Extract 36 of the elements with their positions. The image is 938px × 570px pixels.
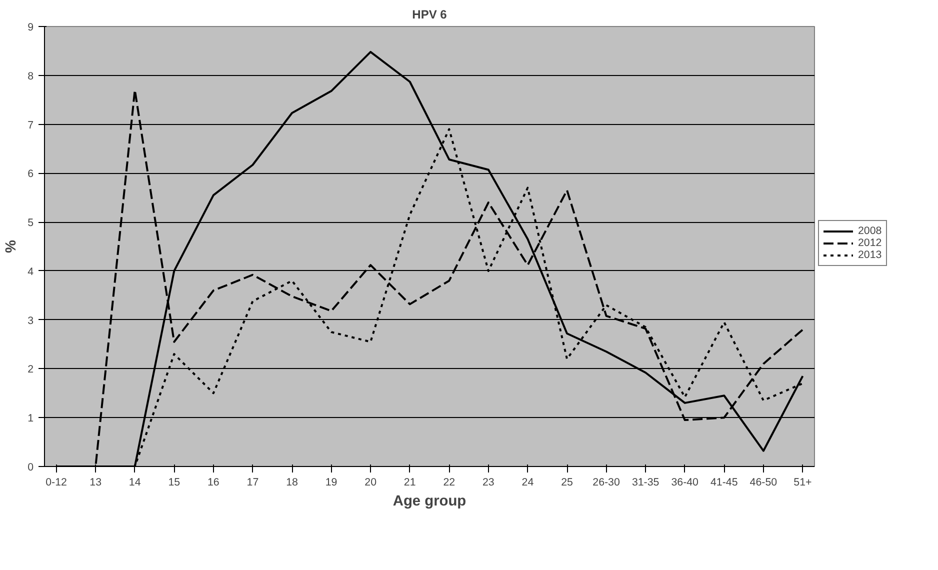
x-tick-label: 15 [168,476,180,488]
x-tick-label: 31-35 [632,476,660,488]
y-tick-label: 2 [28,364,34,376]
y-tick-label: 6 [28,168,34,180]
chart-title: HPV 6 [412,8,448,22]
x-tick-label: 0-12 [46,476,68,488]
x-tick-label: 36-40 [671,476,699,488]
x-tick-label: 24 [522,476,534,488]
x-tick-label: 46-50 [750,476,778,488]
x-tick-label: 17 [246,476,259,488]
x-tick-label: 16 [208,476,220,488]
y-tick-label: 1 [28,412,34,425]
x-tick-label: 25 [561,476,573,488]
x-tick-label: 21 [404,476,416,488]
x-tick-label: 14 [128,476,141,488]
x-tick-label: 19 [325,476,338,488]
x-tick-label: 26-30 [592,476,620,488]
y-axis-title: % [4,240,20,254]
y-tick-label: 9 [28,22,34,34]
legend-label: 2012 [858,237,882,249]
legend-label: 2008 [858,225,882,237]
x-tick-label: 41-45 [710,476,738,488]
x-tick-label: 23 [482,476,494,488]
y-tick-label: 0 [28,462,34,474]
y-tick-label: 3 [28,314,34,327]
y-tick-label: 5 [28,217,34,230]
legend-label: 2013 [858,249,882,261]
x-tick-label: 51+ [794,476,812,488]
x-tick-label: 13 [90,476,102,488]
y-tick-label: 4 [28,266,34,278]
x-axis-title: Age group [392,494,466,510]
y-tick-label: 8 [28,70,34,82]
x-tick-label: 18 [286,476,298,488]
x-tick-label: 22 [443,476,456,488]
x-tick-label: 20 [364,476,377,488]
y-tick-label: 7 [28,119,34,132]
